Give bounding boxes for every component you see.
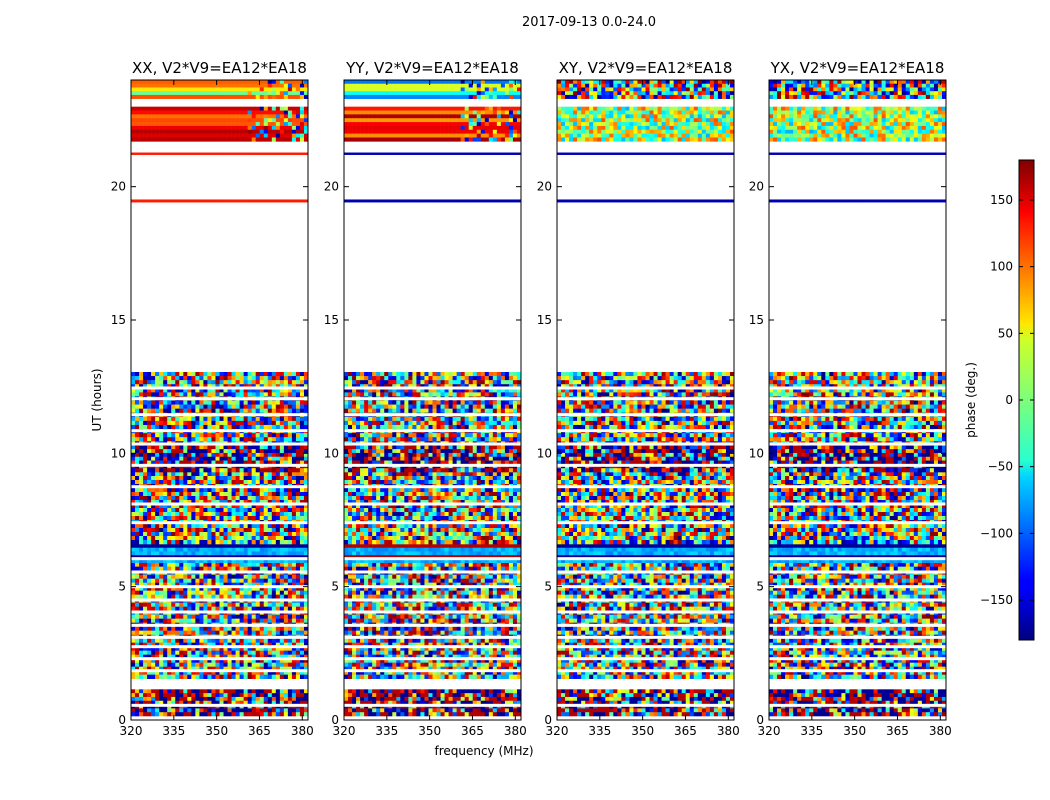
x-tick-label: 335: [800, 724, 823, 738]
x-tick-label: 365: [461, 724, 484, 738]
panel-xx: XX, V2*V9=EA12*EA18 320 335 350 365 380 0 5 10 15…: [111, 59, 314, 738]
x-tick-label: 365: [674, 724, 697, 738]
x-tick-label: 380: [717, 724, 740, 738]
x-tick-label: 380: [929, 724, 952, 738]
panel-title: YX, V2*V9=EA12*EA18: [770, 59, 945, 77]
panel-frame: [556, 79, 735, 721]
panel-title: XX, V2*V9=EA12*EA18: [132, 59, 307, 77]
y-tick-label: 0: [544, 713, 552, 727]
x-axis-label: frequency (MHz): [434, 744, 533, 758]
panel-yy: YY, V2*V9=EA12*EA18 320 335 350 365 380 0 5 10 15…: [324, 59, 527, 738]
y-tick-label: 5: [331, 580, 339, 594]
colorbar-ticks: −150 −100 −50 0 50 100 150: [980, 193, 1034, 607]
y-tick-label: 5: [544, 580, 552, 594]
x-tick-label: 350: [205, 724, 228, 738]
x-tick-label: 350: [418, 724, 441, 738]
y-tick-label: 20: [749, 180, 764, 194]
y-tick-label: 20: [324, 180, 339, 194]
colorbar-tick-label: 50: [998, 326, 1013, 340]
y-tick-label: 0: [756, 713, 764, 727]
y-tick-label: 0: [118, 713, 126, 727]
y-tick-label: 20: [111, 180, 126, 194]
panel-frame: [343, 79, 522, 721]
y-tick-label: 15: [324, 313, 339, 327]
colorbar-tick-label: −150: [980, 593, 1013, 607]
x-tick-label: 335: [375, 724, 398, 738]
y-tick-label: 5: [118, 580, 126, 594]
x-tick-label: 320: [333, 724, 356, 738]
colorbar-fill: [1019, 160, 1034, 640]
x-tick-label: 365: [248, 724, 271, 738]
y-tick-label: 10: [324, 446, 339, 460]
heatmap-image: [557, 80, 735, 717]
panel-title: XY, V2*V9=EA12*EA18: [559, 59, 733, 77]
x-tick-label: 350: [631, 724, 654, 738]
y-axis-label: UT (hours): [90, 368, 104, 431]
heatmap-image: [131, 80, 309, 717]
x-tick-label: 335: [162, 724, 185, 738]
y-tick-label: 15: [111, 313, 126, 327]
colorbar-tick-label: 150: [990, 193, 1013, 207]
panel-frame: [768, 79, 947, 721]
panel-yx: YX, V2*V9=EA12*EA18 320 335 350 365 380 0 5 10 15…: [749, 59, 952, 738]
y-tick-label: 10: [749, 446, 764, 460]
colorbar-tick-label: 100: [990, 260, 1013, 274]
colorbar-tick-label: 0: [1005, 393, 1013, 407]
panel-title: YY, V2*V9=EA12*EA18: [345, 59, 519, 77]
y-tick-label: 10: [537, 446, 552, 460]
colorbar-tick-label: −50: [988, 460, 1013, 474]
colorbar-label: phase (deg.): [964, 362, 978, 438]
y-tick-label: 15: [749, 313, 764, 327]
colorbar-tick-label: −100: [980, 526, 1013, 540]
figure-title: 2017-09-13 0.0-24.0: [522, 15, 656, 30]
x-tick-label: 350: [843, 724, 866, 738]
x-tick-label: 365: [886, 724, 909, 738]
heatmap-image: [344, 80, 522, 717]
x-tick-label: 335: [588, 724, 611, 738]
colorbar: −150 −100 −50 0 50 100 150 phase (deg.): [964, 159, 1035, 641]
x-tick-label: 320: [758, 724, 781, 738]
y-tick-label: 15: [537, 313, 552, 327]
x-tick-label: 320: [546, 724, 569, 738]
x-tick-label: 380: [504, 724, 527, 738]
panels: XX, V2*V9=EA12*EA18 320 335 350 365 380 0 5 10 15…: [111, 59, 952, 738]
x-tick-label: 380: [291, 724, 314, 738]
y-tick-label: 0: [331, 713, 339, 727]
panel-frame: [130, 79, 309, 721]
panel-xy: XY, V2*V9=EA12*EA18 320 335 350 365 380 0 5 10 15…: [537, 59, 740, 738]
y-tick-label: 10: [111, 446, 126, 460]
heatmap-image: [769, 80, 947, 717]
y-tick-label: 20: [537, 180, 552, 194]
y-tick-label: 5: [756, 580, 764, 594]
x-tick-label: 320: [120, 724, 143, 738]
